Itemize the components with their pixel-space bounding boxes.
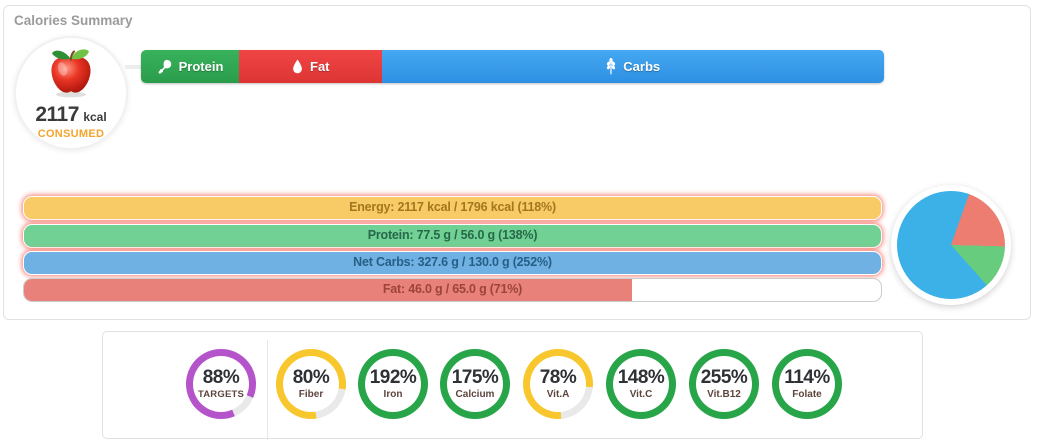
ring-iron: 192% Iron	[358, 349, 428, 419]
bar-fill	[24, 252, 881, 274]
bar-fill	[24, 225, 881, 247]
droplet-icon	[292, 59, 303, 74]
ring-value: 255%	[700, 367, 748, 388]
consumed-caption: CONSUMED	[37, 128, 105, 140]
ring-targets: 88% TARGETS	[186, 349, 256, 419]
ring-value: 78%	[539, 367, 577, 388]
ring-value: 148%	[617, 367, 665, 388]
bar-label: Energy: 2117 kcal / 1796 kcal (118%)	[349, 200, 556, 214]
ring-vit-b12: 255% Vit.B12	[689, 349, 759, 419]
progress-bar-net-carbs: Net Carbs: 327.6 g / 130.0 g (252%)	[23, 251, 882, 275]
bar-fill	[24, 197, 881, 219]
targets-card: 88% TARGETS 80% Fiber 192% Iron 175% Cal…	[102, 331, 923, 440]
ring-folate: 114% Folate	[772, 349, 842, 419]
macro-ratio-bar: Protein Fat Carbs	[141, 50, 884, 83]
bar-fill	[24, 279, 633, 301]
ring-inner: 175% Calcium	[447, 356, 503, 412]
panel-title: Calories Summary	[14, 13, 133, 28]
ring-label: Vit.C	[629, 389, 653, 400]
ring-value: 80%	[292, 367, 330, 388]
segment-label: Carbs	[623, 59, 661, 74]
ring-inner: 78% Vit.A	[530, 356, 586, 412]
ring-fiber: 80% Fiber	[276, 349, 346, 419]
ring-value: 88%	[202, 367, 240, 388]
progress-bar-fat: Fat: 46.0 g / 65.0 g (71%)	[23, 278, 882, 302]
ring-inner: 148% Vit.C	[613, 356, 669, 412]
ring-inner: 192% Iron	[365, 356, 421, 412]
connector-line	[125, 65, 143, 69]
ring-inner: 255% Vit.B12	[696, 356, 752, 412]
protein-segment-button[interactable]: Protein	[141, 50, 240, 83]
consumed-calories-badge: 2117 kcal CONSUMED	[14, 36, 128, 150]
ring-label: Iron	[383, 389, 403, 400]
ring-label: Folate	[792, 389, 822, 400]
bar-label: Protein: 77.5 g / 56.0 g (138%)	[367, 228, 538, 242]
progress-bar-energy: Energy: 2117 kcal / 1796 kcal (118%)	[23, 196, 882, 220]
segment-label: Fat	[310, 59, 330, 74]
ring-label: Calcium	[455, 389, 495, 400]
ring-value: 192%	[369, 367, 417, 388]
meat-icon	[157, 59, 172, 74]
macro-pie-chart	[891, 185, 1011, 305]
apple-icon	[47, 46, 95, 103]
ring-inner: 114% Folate	[779, 356, 835, 412]
pie	[897, 191, 1005, 299]
carbs-segment-button[interactable]: Carbs	[382, 50, 884, 83]
ring-label: Fiber	[298, 389, 324, 400]
ring-calcium: 175% Calcium	[440, 349, 510, 419]
segment-label: Protein	[178, 59, 224, 74]
ring-value: 175%	[451, 367, 499, 388]
calories-summary-card: Calories Summary 2117	[3, 5, 1031, 320]
ring-vit-a: 78% Vit.A	[523, 349, 593, 419]
consumed-unit: kcal	[83, 110, 107, 124]
ring-value: 114%	[784, 367, 830, 388]
consumed-kcal: 2117 kcal	[35, 104, 106, 125]
ring-inner: 80% Fiber	[283, 356, 339, 412]
vertical-divider	[267, 340, 268, 440]
progress-bar-protein: Protein: 77.5 g / 56.0 g (138%)	[23, 224, 882, 248]
bar-label: Fat: 46.0 g / 65.0 g (71%)	[382, 282, 523, 296]
fat-segment-button[interactable]: Fat	[239, 50, 383, 83]
consumed-value: 2117	[35, 103, 79, 126]
bar-label: Net Carbs: 327.6 g / 130.0 g (252%)	[353, 255, 552, 269]
ring-label: Vit.A	[546, 389, 570, 400]
ring-vit-c: 148% Vit.C	[606, 349, 676, 419]
wheat-icon	[606, 58, 616, 75]
ring-label: Vit.B12	[707, 389, 741, 400]
ring-inner: 88% TARGETS	[193, 356, 249, 412]
ring-label: TARGETS	[197, 389, 245, 400]
